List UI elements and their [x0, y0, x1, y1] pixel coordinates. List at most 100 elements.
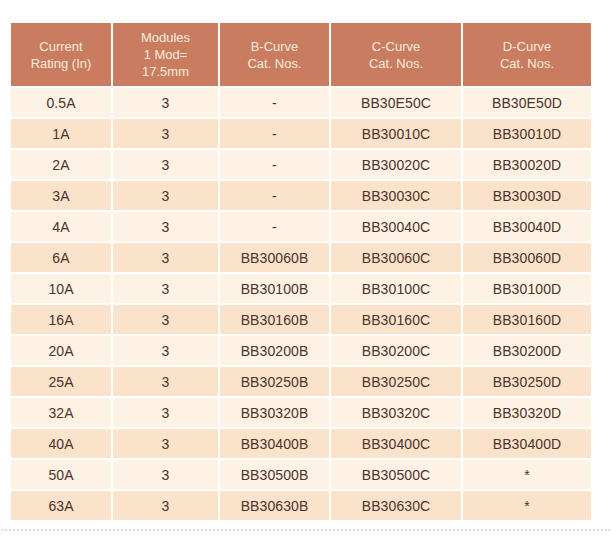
column-header-modules: Modules1 Mod=17.5mm [113, 23, 218, 86]
table-cell: 40A [11, 429, 111, 458]
table-cell: BB30630C [331, 491, 461, 520]
column-header-line: Modules [117, 29, 214, 46]
catalog-page: CurrentRating (In)Modules1 Mod=17.5mmB-C… [0, 0, 612, 536]
table-cell: 3 [113, 212, 218, 241]
table-cell: 3 [113, 150, 218, 179]
table-cell: BB30320B [220, 398, 329, 427]
column-header-line: 1 Mod= [117, 46, 214, 63]
table-cell: BB30200C [331, 336, 461, 365]
column-header-line: Rating (In) [15, 55, 107, 72]
table-cell: * [463, 491, 591, 520]
table-cell: 32A [11, 398, 111, 427]
table-body: 0.5A3-BB30E50CBB30E50D1A3-BB30010CBB3001… [11, 88, 591, 520]
column-header-line: Current [15, 38, 107, 55]
table-cell: BB30160B [220, 305, 329, 334]
column-header-c-curve: C-CurveCat. Nos. [331, 23, 461, 86]
table-cell: BB30200D [463, 336, 591, 365]
table-cell: 4A [11, 212, 111, 241]
table-cell: 3 [113, 398, 218, 427]
table-cell: 2A [11, 150, 111, 179]
table-cell: BB30500B [220, 460, 329, 489]
table-cell: 1A [11, 119, 111, 148]
table-cell: - [220, 181, 329, 210]
table-cell: BB30060C [331, 243, 461, 272]
table-cell: BB30060D [463, 243, 591, 272]
table-cell: BB30630B [220, 491, 329, 520]
table-cell: BB30040C [331, 212, 461, 241]
table-row: 16A3BB30160BBB30160CBB30160D [11, 305, 591, 334]
table-cell: BB30030D [463, 181, 591, 210]
table-row: 40A3BB30400BBB30400CBB30400D [11, 429, 591, 458]
table-cell: BB30250D [463, 367, 591, 396]
header-row: CurrentRating (In)Modules1 Mod=17.5mmB-C… [11, 23, 591, 86]
table-cell: BB30100B [220, 274, 329, 303]
table-header: CurrentRating (In)Modules1 Mod=17.5mmB-C… [11, 23, 591, 86]
table-cell: BB30320C [331, 398, 461, 427]
column-header-line: Cat. Nos. [224, 55, 325, 72]
table-row: 20A3BB30200BBB30200CBB30200D [11, 336, 591, 365]
table-row: 50A3BB30500BBB30500C* [11, 460, 591, 489]
table-cell: BB30020D [463, 150, 591, 179]
table-cell: 3A [11, 181, 111, 210]
table-cell: BB30040D [463, 212, 591, 241]
table-row: 63A3BB30630BBB30630C* [11, 491, 591, 520]
table-cell: BB30030C [331, 181, 461, 210]
table-cell: BB30010D [463, 119, 591, 148]
column-header-line: Cat. Nos. [335, 55, 457, 72]
table-row: 10A3BB30100BBB30100CBB30100D [11, 274, 591, 303]
table-cell: BB30060B [220, 243, 329, 272]
table-cell: 3 [113, 367, 218, 396]
table-cell: 3 [113, 460, 218, 489]
table-cell: BB30400D [463, 429, 591, 458]
table-cell: BB30E50D [463, 88, 591, 117]
table-cell: BB30010C [331, 119, 461, 148]
table-cell: 63A [11, 491, 111, 520]
table-cell: BB30E50C [331, 88, 461, 117]
table-cell: BB30500C [331, 460, 461, 489]
table-cell: 3 [113, 274, 218, 303]
table-cell: 0.5A [11, 88, 111, 117]
table-cell: 25A [11, 367, 111, 396]
table-cell: 3 [113, 119, 218, 148]
table-row: 6A3BB30060BBB30060CBB30060D [11, 243, 591, 272]
bottom-divider [2, 529, 610, 531]
table-row: 1A3-BB30010CBB30010D [11, 119, 591, 148]
table-row: 32A3BB30320BBB30320CBB30320D [11, 398, 591, 427]
table-cell: - [220, 119, 329, 148]
table-row: 4A3-BB30040CBB30040D [11, 212, 591, 241]
table-cell: 50A [11, 460, 111, 489]
table-cell: - [220, 150, 329, 179]
table-cell: BB30020C [331, 150, 461, 179]
table-cell: 10A [11, 274, 111, 303]
table-cell: BB30400C [331, 429, 461, 458]
column-header-current-rating: CurrentRating (In) [11, 23, 111, 86]
table-cell: - [220, 212, 329, 241]
table-row: 25A3BB30250BBB30250CBB30250D [11, 367, 591, 396]
table-cell: 6A [11, 243, 111, 272]
table-cell: * [463, 460, 591, 489]
column-header-line: D-Curve [467, 38, 587, 55]
table-row: 3A3-BB30030CBB30030D [11, 181, 591, 210]
column-header-line: C-Curve [335, 38, 457, 55]
table-cell: - [220, 88, 329, 117]
column-header-line: 17.5mm [117, 63, 214, 80]
table-cell: BB30100C [331, 274, 461, 303]
breaker-catalog-table: CurrentRating (In)Modules1 Mod=17.5mmB-C… [9, 21, 593, 522]
table-cell: 3 [113, 181, 218, 210]
column-header-d-curve: D-CurveCat. Nos. [463, 23, 591, 86]
table-cell: BB30200B [220, 336, 329, 365]
column-header-line: Cat. Nos. [467, 55, 587, 72]
table-cell: BB30160C [331, 305, 461, 334]
table-cell: BB30160D [463, 305, 591, 334]
table-cell: 3 [113, 336, 218, 365]
column-header-line: B-Curve [224, 38, 325, 55]
table-cell: BB30400B [220, 429, 329, 458]
table-row: 2A3-BB30020CBB30020D [11, 150, 591, 179]
table-cell: 3 [113, 429, 218, 458]
column-header-b-curve: B-CurveCat. Nos. [220, 23, 329, 86]
table-cell: 3 [113, 88, 218, 117]
table-cell: BB30250C [331, 367, 461, 396]
table-cell: 3 [113, 491, 218, 520]
table-cell: 3 [113, 243, 218, 272]
table-cell: 20A [11, 336, 111, 365]
